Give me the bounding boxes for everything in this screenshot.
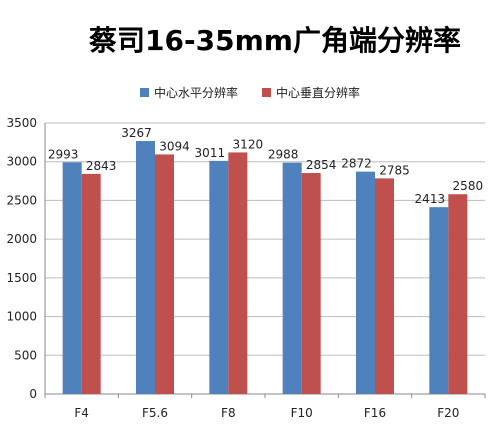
x-tick-label: F5.6 (142, 406, 168, 420)
x-tick-label: F20 (437, 406, 459, 420)
data-label: 3120 (233, 137, 264, 151)
data-label: 2843 (86, 159, 117, 173)
y-tick-label: 3500 (6, 116, 37, 130)
bars (62, 141, 468, 394)
data-label: 2854 (306, 158, 337, 172)
data-label: 2580 (453, 179, 484, 193)
bar-horizontal (136, 141, 155, 394)
y-tick-label: 500 (14, 348, 37, 362)
y-tick-label: 2000 (6, 232, 37, 246)
gridlines (45, 122, 485, 395)
bar-horizontal (62, 162, 82, 394)
x-tick-label: F10 (291, 406, 313, 420)
bar-vertical (81, 173, 101, 394)
data-label: 3011 (195, 146, 226, 160)
bar-horizontal (209, 160, 229, 394)
bar-vertical (375, 178, 394, 394)
legend-label-vertical: 中心垂直分辨率 (276, 85, 360, 100)
y-tick-label: 0 (29, 387, 37, 401)
legend-label-horizontal: 中心水平分辨率 (154, 85, 238, 100)
y-axis: 0 500 1000 1500 2000 2500 3000 3500 (6, 116, 46, 401)
data-label: 2413 (415, 192, 446, 206)
chart-title: 蔡司16-35mm广角端分辨率 (89, 24, 461, 57)
legend-swatch-horizontal (140, 88, 149, 97)
legend: 中心水平分辨率 中心垂直分辨率 (140, 85, 360, 100)
data-label: 2993 (48, 147, 79, 161)
y-tick-label: 1500 (6, 271, 37, 285)
data-label: 2872 (341, 157, 372, 171)
y-tick-label: 2500 (6, 193, 37, 207)
bar-vertical (228, 152, 248, 394)
bar-vertical (301, 173, 321, 394)
x-tick-label: F4 (74, 406, 89, 420)
bar-vertical (155, 154, 174, 394)
legend-swatch-vertical (262, 88, 271, 97)
bar-horizontal (429, 207, 449, 394)
y-tick-label: 1000 (6, 310, 37, 324)
data-label: 2988 (268, 148, 299, 162)
x-tick-label: F8 (221, 406, 236, 420)
bar-vertical (448, 194, 468, 394)
data-labels: 2993 2843 3267 3094 3011 3120 2988 2854 2872 2785… (48, 126, 483, 206)
data-label: 2785 (379, 163, 410, 177)
bar-horizontal (282, 162, 302, 394)
data-label: 3094 (159, 139, 190, 153)
x-tick-label: F16 (364, 406, 386, 420)
bar-horizontal (356, 171, 375, 394)
y-tick-label: 3000 (6, 155, 37, 169)
x-axis: F4 F5.6 F8 F10 F16 F20 (44, 394, 486, 420)
data-label: 3267 (121, 126, 152, 140)
